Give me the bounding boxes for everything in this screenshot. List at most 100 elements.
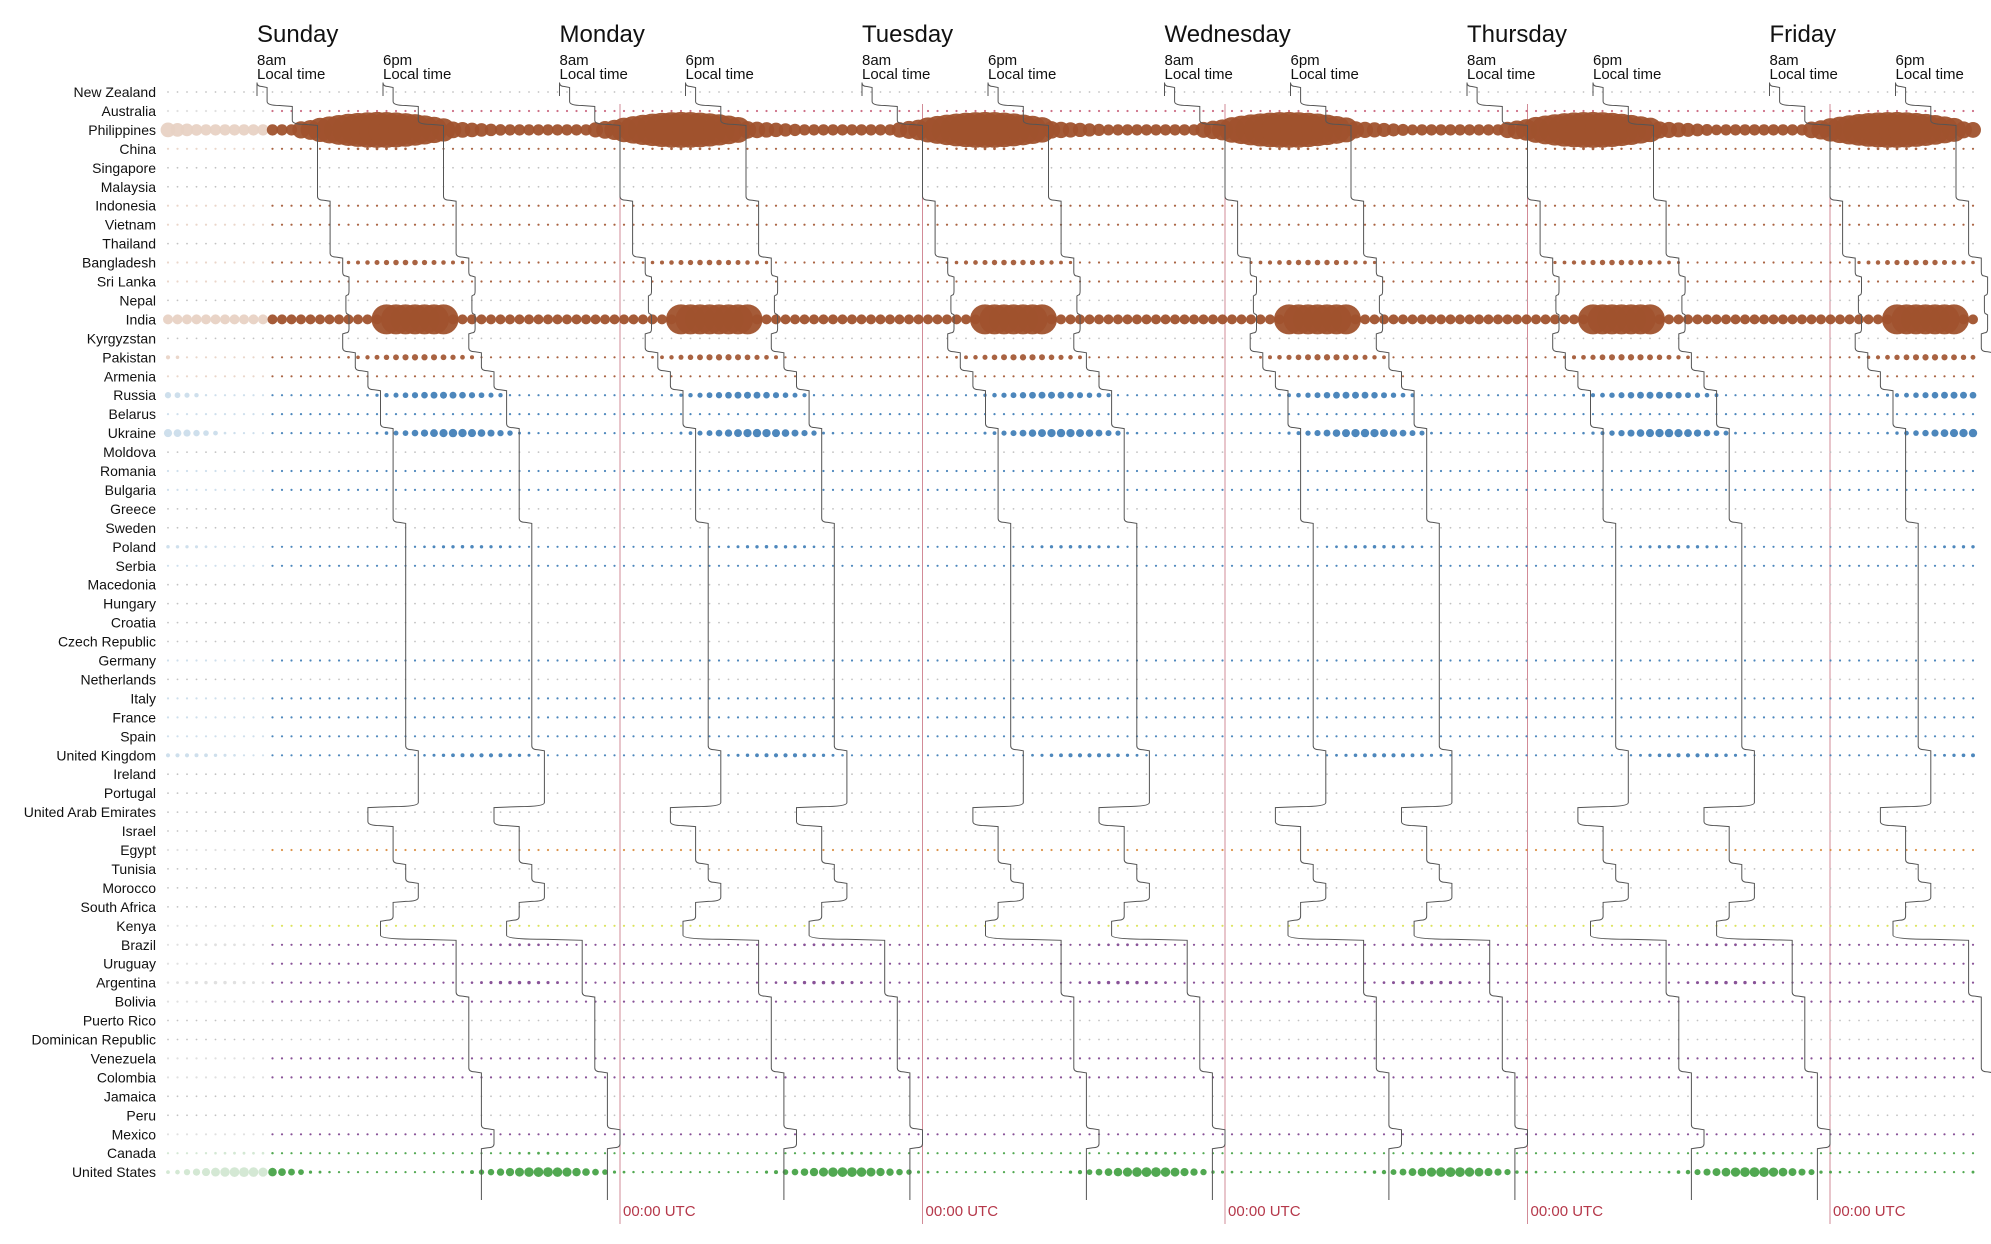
activity-dot xyxy=(1867,242,1870,245)
activity-dot xyxy=(1582,166,1585,169)
activity-dot xyxy=(353,314,363,325)
activity-dot xyxy=(356,432,360,435)
activity-dot xyxy=(442,526,445,529)
activity-dot xyxy=(679,564,683,567)
activity-dot xyxy=(170,123,185,137)
activity-dot xyxy=(1411,261,1414,264)
activity-dot xyxy=(1516,166,1518,169)
activity-dot xyxy=(1287,204,1291,207)
activity-dot xyxy=(1333,354,1340,361)
activity-dot xyxy=(764,545,769,549)
activity-dot xyxy=(1439,204,1443,207)
activity-dot xyxy=(926,432,930,435)
activity-dot xyxy=(1088,280,1091,283)
activity-dot xyxy=(374,260,380,265)
activity-dot xyxy=(1971,280,1975,283)
activity-dot xyxy=(1629,147,1633,150)
activity-dot xyxy=(1629,280,1633,283)
activity-dot xyxy=(1487,545,1490,548)
activity-dot xyxy=(1278,185,1281,188)
activity-dot xyxy=(651,185,654,188)
activity-dot xyxy=(565,223,569,226)
activity-dot xyxy=(537,469,540,473)
activity-dot xyxy=(1268,432,1272,435)
activity-dot xyxy=(1620,166,1623,169)
activity-dot xyxy=(850,223,854,226)
activity-dot xyxy=(575,337,578,340)
activity-dot xyxy=(1107,413,1110,416)
activity-dot xyxy=(898,91,901,93)
activity-dot xyxy=(689,413,692,416)
activity-dot xyxy=(1943,109,1946,113)
activity-dot xyxy=(1164,469,1167,473)
activity-dot xyxy=(1344,469,1348,473)
activity-dot xyxy=(280,413,284,416)
activity-dot xyxy=(736,488,740,491)
activity-dot xyxy=(1126,356,1129,359)
activity-dot xyxy=(166,204,170,207)
activity-dot xyxy=(803,147,806,150)
activity-dot xyxy=(1012,469,1015,473)
activity-dot xyxy=(1344,488,1348,491)
activity-dot xyxy=(1382,469,1386,473)
activity-dot xyxy=(499,337,502,340)
activity-dot xyxy=(527,375,531,378)
activity-dot xyxy=(1943,451,1946,453)
activity-dot xyxy=(613,545,616,548)
activity-dot xyxy=(261,147,265,150)
activity-dot xyxy=(1563,432,1566,435)
activity-dot xyxy=(1525,394,1528,397)
activity-dot xyxy=(1183,337,1186,340)
activity-dot xyxy=(1610,375,1614,378)
activity-dot xyxy=(1392,299,1395,302)
activity-dot xyxy=(376,337,378,340)
activity-dot xyxy=(1506,545,1509,548)
activity-dot xyxy=(1915,185,1917,188)
activity-dot xyxy=(1307,451,1309,453)
activity-dot xyxy=(385,451,388,453)
activity-dot xyxy=(1440,299,1442,302)
activity-dot xyxy=(1687,299,1689,302)
activity-dot xyxy=(1686,375,1690,378)
activity-dot xyxy=(1848,451,1851,453)
activity-dot xyxy=(1178,124,1191,136)
activity-dot xyxy=(784,185,787,188)
activity-dot xyxy=(1744,451,1746,453)
activity-dot xyxy=(1525,413,1528,416)
activity-dot xyxy=(556,508,559,510)
activity-dot xyxy=(945,356,949,359)
activity-dot xyxy=(642,508,644,510)
activity-dot xyxy=(1060,526,1062,529)
activity-dot xyxy=(917,166,920,169)
activity-dot xyxy=(1449,469,1452,473)
activity-dot xyxy=(299,261,303,264)
activity-dot xyxy=(1240,375,1243,378)
activity-dot xyxy=(1173,147,1177,150)
activity-dot xyxy=(1383,337,1385,340)
activity-dot xyxy=(907,109,911,113)
activity-dot xyxy=(1943,375,1946,378)
activity-dot xyxy=(1240,261,1243,264)
activity-dot xyxy=(1649,185,1651,188)
activity-dot xyxy=(727,299,730,302)
activity-dot xyxy=(1202,204,1205,207)
activity-dot xyxy=(262,166,264,169)
activity-dot xyxy=(1012,166,1015,169)
activity-dot xyxy=(1903,354,1910,361)
activity-dot xyxy=(414,526,416,529)
activity-dot xyxy=(1060,508,1062,510)
activity-dot xyxy=(166,564,170,567)
activity-dot xyxy=(243,583,245,586)
activity-dot xyxy=(1658,204,1661,207)
activity-dot xyxy=(556,545,559,548)
activity-dot xyxy=(423,185,426,188)
activity-dot xyxy=(1573,242,1575,245)
activity-dot xyxy=(385,564,388,567)
activity-dot xyxy=(252,526,255,529)
activity-dot xyxy=(908,508,910,510)
activity-dot xyxy=(499,469,502,473)
activity-dot xyxy=(974,545,977,548)
activity-dot xyxy=(1667,109,1671,113)
activity-dot xyxy=(566,337,568,340)
activity-dot xyxy=(471,451,473,453)
